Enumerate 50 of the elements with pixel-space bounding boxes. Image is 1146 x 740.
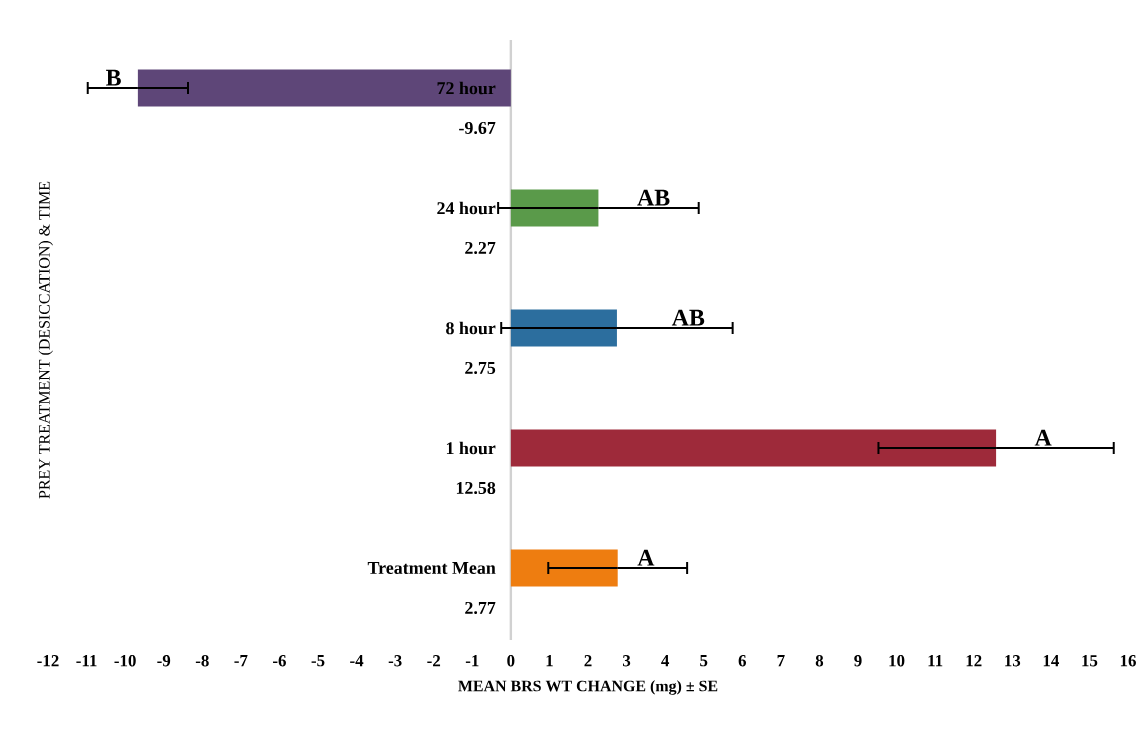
y-axis-title: PREY TREATMENT (DESICCATION) & TIME [38, 181, 53, 499]
x-tick-label: -6 [273, 655, 286, 667]
y-tick-label: 24 hour [437, 201, 496, 215]
x-tick-label: -12 [37, 655, 59, 667]
y-tick-label: 1 hour [446, 441, 496, 455]
x-tick-label: 7 [777, 655, 785, 667]
x-tick-label: 0 [507, 655, 515, 667]
y-tick-label: Treatment Mean [367, 562, 496, 574]
y-tick-label: 72 hour [437, 81, 496, 95]
x-tick-label: 10 [889, 655, 905, 667]
x-tick-label: 5 [700, 655, 708, 667]
x-axis-title: MEAN BRS WT CHANGE (mg) ± SE [458, 680, 718, 695]
data-label: -9.67 [459, 121, 496, 135]
annotation: AB [671, 309, 705, 326]
x-tick-label: 6 [738, 655, 747, 667]
x-tick-label: 11 [928, 655, 943, 667]
x-tick-label: 2 [584, 655, 592, 667]
x-tick-label: -7 [234, 655, 248, 667]
x-tick-label: 3 [622, 655, 631, 667]
x-tick-label: 13 [1005, 655, 1021, 667]
data-label: 12.58 [456, 481, 496, 495]
x-tick-label: -3 [388, 655, 402, 667]
annotation: AB [637, 189, 670, 206]
x-tick-label: -11 [76, 655, 97, 667]
x-tick-label: -10 [114, 655, 136, 667]
bar [510, 309, 617, 347]
data-label: 2.75 [465, 361, 496, 375]
x-tick-label: 12 [966, 655, 982, 667]
x-tick-label: -4 [350, 655, 364, 667]
data-label: 2.77 [465, 601, 496, 615]
x-tick-label: -5 [311, 655, 325, 667]
annotation: A [637, 549, 655, 566]
x-tick-label: 8 [815, 655, 824, 667]
data-label: 2.27 [465, 241, 496, 255]
annotation: A [1034, 429, 1052, 446]
x-tick-label: 4 [661, 655, 670, 667]
x-tick-label: -9 [157, 655, 171, 667]
y-tick-label: 8 hour [446, 321, 496, 335]
x-tick-label: 1 [546, 655, 553, 667]
annotation: B [106, 69, 121, 86]
x-tick-label: 15 [1082, 655, 1098, 667]
bar [510, 189, 599, 227]
x-tick-label: -1 [465, 655, 479, 667]
bar [137, 69, 511, 107]
x-tick-label: -2 [427, 655, 441, 667]
x-tick-label: 16 [1120, 655, 1136, 667]
bar [510, 429, 997, 467]
x-tick-label: 9 [854, 655, 862, 667]
x-tick-label: -8 [195, 655, 209, 667]
x-tick-label: 14 [1043, 655, 1060, 667]
